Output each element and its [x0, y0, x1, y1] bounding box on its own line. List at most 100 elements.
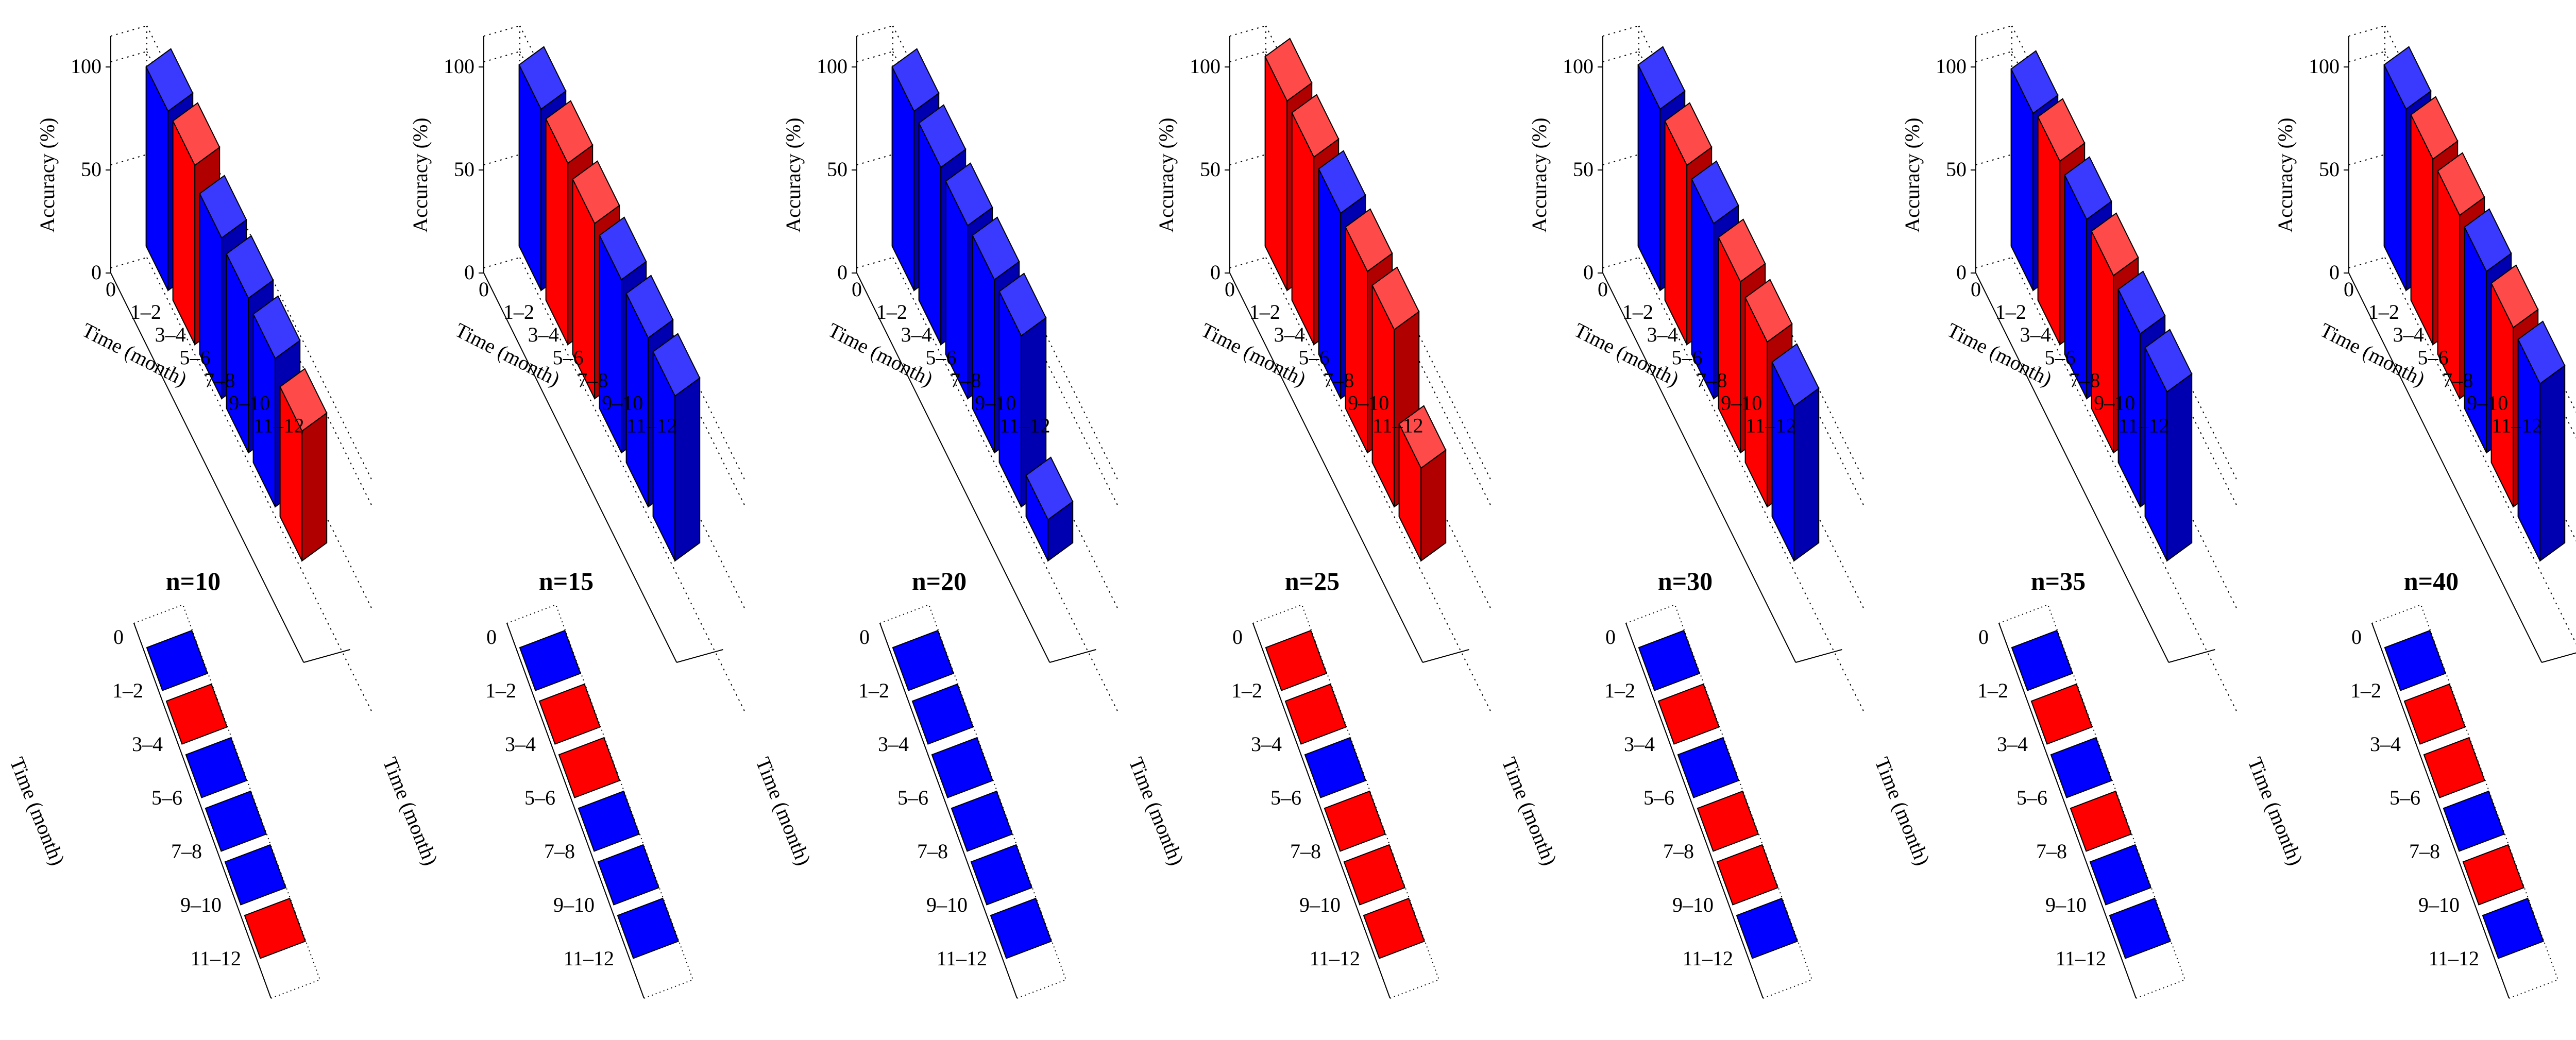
- top-view-tick-label: 9–10: [180, 893, 222, 916]
- chart-floor-edge: [856, 272, 1050, 663]
- chart-x-tick-label: 0: [106, 278, 116, 301]
- chart-x-tick-label: 0: [1225, 278, 1235, 301]
- top-view-cell: [578, 790, 640, 852]
- chart-x-tick-label: 11–12: [999, 414, 1050, 437]
- chart-z-tick-label: 100: [1936, 55, 1967, 78]
- top-view-tick-label: 9–10: [2045, 893, 2087, 916]
- chart-x-tick-label: 9–10: [2467, 391, 2508, 415]
- top-view-tick-label: 7–8: [917, 840, 948, 863]
- chart-grid-line: [856, 257, 893, 268]
- top-view-tick-label: 1–2: [858, 679, 889, 702]
- chart-z-tick-label: 0: [1210, 261, 1221, 284]
- top-view-cell: [2070, 790, 2132, 852]
- chart-title: n=10: [166, 567, 221, 595]
- top-view-tick-label: 7–8: [171, 840, 202, 863]
- top-view-tick-label: 3–4: [1624, 732, 1655, 756]
- chart-z-tick-label: 0: [2329, 261, 2340, 284]
- chart-x-tick-label: 1–2: [2368, 300, 2399, 323]
- top-view-tick-label: 7–8: [2409, 840, 2440, 863]
- top-view-tick-label: 5–6: [2016, 786, 2047, 809]
- top-view-cell: [1657, 683, 1720, 745]
- bar-face-top: [599, 216, 647, 281]
- top-view-tick-label: 5–6: [1270, 786, 1301, 809]
- chart-floor-edge: [1975, 272, 2170, 663]
- top-view-tick-label: 0: [486, 625, 497, 649]
- chart-top-view-3: n=20 0 1–2 3–4 5–6 7–8 9–10 11–12 Time (month): [751, 567, 1067, 999]
- chart-grid-line: [483, 51, 520, 62]
- chart-x-tick-label: 3–4: [2020, 323, 2051, 346]
- chart-x-tick-label: 9–10: [229, 391, 270, 415]
- top-view-cell: [205, 790, 267, 852]
- chart-grid-line: [1229, 154, 1266, 165]
- top-view-cell: [1677, 737, 1739, 798]
- bar-face-top: [972, 216, 1020, 281]
- chart-x-tick-label: 5–6: [553, 346, 584, 369]
- chart-z-tick-label: 50: [81, 158, 101, 181]
- top-view-tick-label: 3–4: [878, 732, 909, 756]
- chart-grid-line: [110, 257, 147, 268]
- chart-grid-line: [1229, 51, 1266, 62]
- chart-floor-edge: [1229, 272, 1423, 663]
- chart-top-view-4: n=25 0 1–2 3–4 5–6 7–8 9–10 11–12 Time (month): [1124, 567, 1440, 999]
- bar-face-top: [252, 295, 301, 360]
- bar-3d: [998, 272, 1047, 508]
- chart-z-tick-label: 0: [1956, 261, 1967, 284]
- chart-top-view-5: n=30 0 1–2 3–4 5–6 7–8 9–10 11–12 Time (month): [1497, 567, 1813, 999]
- chart-x-tick-label: 0: [1971, 278, 1981, 301]
- chart-x-tick-label: 9–10: [602, 391, 643, 415]
- top-view-tick-label: 11–12: [936, 947, 987, 970]
- chart-x-tick-label: 9–10: [975, 391, 1016, 415]
- chart-z-tick-label: 50: [2319, 158, 2340, 181]
- chart-x-tick-label: 11–12: [1745, 414, 1797, 437]
- chart-wall-line: [1229, 25, 1266, 37]
- top-view-cell: [1363, 897, 1425, 959]
- top-view-tick-label: 11–12: [563, 947, 614, 970]
- chart-grid-line: [1602, 51, 1639, 62]
- chart-y-axis-label: Accuracy (%): [409, 117, 432, 232]
- bar-face-top: [2464, 208, 2512, 272]
- top-view-tick-label: 9–10: [926, 893, 968, 916]
- top-view-cell: [2011, 629, 2073, 691]
- bar-3d: [652, 333, 701, 562]
- chart-wall-line: [856, 25, 893, 37]
- top-view-tick-label: 0: [859, 625, 870, 649]
- chart-floor-edge: [303, 649, 350, 663]
- bar-face-top: [2091, 212, 2139, 277]
- bar-face-top: [1771, 343, 1820, 407]
- chart-wall-line: [110, 25, 147, 37]
- chart-grid-line: [2348, 51, 2385, 62]
- chart-x-tick-label: 11–12: [626, 414, 677, 437]
- top-view-cell: [2089, 844, 2151, 906]
- top-view-cell: [931, 737, 993, 798]
- top-view-cell: [2482, 897, 2544, 959]
- chart-x-tick-label: 5–6: [1672, 346, 1703, 369]
- chart-x-tick-label: 5–6: [926, 346, 957, 369]
- bar-face-top: [2437, 152, 2485, 216]
- top-view-axis: [2371, 623, 2510, 999]
- top-view-tick-label: 5–6: [524, 786, 555, 809]
- bar-face-top: [545, 100, 594, 164]
- chart-grid-line: [1975, 51, 2012, 62]
- chart-y-axis-label: Accuracy (%): [2274, 117, 2297, 232]
- top-view-axis: [1998, 623, 2137, 999]
- top-view-cell: [1638, 629, 1700, 691]
- top-view-axis: [506, 623, 645, 999]
- bar-face-top: [2410, 96, 2459, 160]
- chart-grid-line: [1602, 154, 1639, 165]
- top-view-tick-label: 7–8: [1290, 840, 1321, 863]
- chart-grid-line: [1602, 257, 1639, 268]
- chart-z-tick-label: 0: [1583, 261, 1594, 284]
- chart-x-tick-label: 7–8: [204, 368, 235, 391]
- chart-floor-edge: [1049, 649, 1096, 663]
- top-view-tick-label: 11–12: [2055, 947, 2106, 970]
- top-view-cell: [1304, 737, 1366, 798]
- bar-face-top: [2490, 264, 2539, 329]
- top-view-tick-label: 1–2: [485, 679, 516, 702]
- top-view-tick-label: 7–8: [1663, 840, 1694, 863]
- chart-x-tick-label: 11–12: [2492, 414, 2543, 437]
- chart-z-tick-label: 0: [837, 261, 848, 284]
- chart-floor-edge: [676, 649, 723, 663]
